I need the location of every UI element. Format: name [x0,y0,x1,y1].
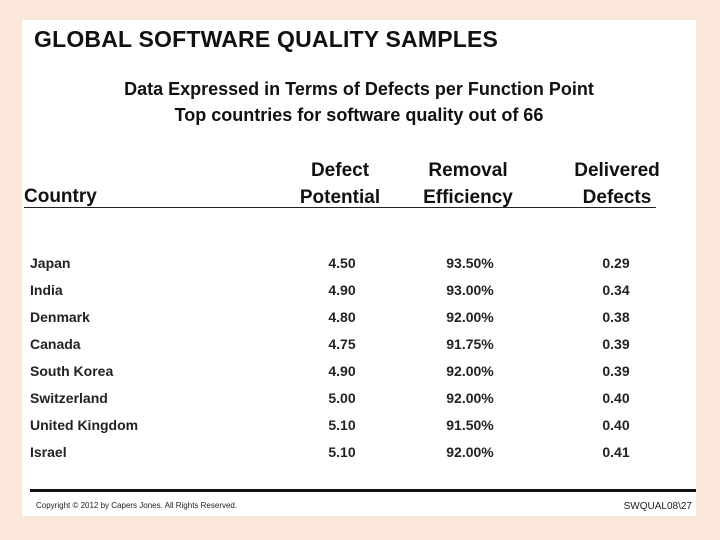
cell-country: Denmark [30,309,90,325]
header-delivered-line1: Delivered [574,160,660,181]
footer-rule [30,489,696,492]
cell-delivered-defects: 0.40 [602,417,630,433]
header-country: Country [24,186,97,207]
header-defect-potential: Defect Potential [284,157,396,211]
cell-defect-potential: 4.75 [328,336,356,352]
cell-country: South Korea [30,363,114,379]
header-removal-efficiency: Removal Efficiency [412,157,524,211]
table-row: India 4.90 93.00% 0.34 [22,278,696,304]
cell-removal-efficiency: 93.50% [446,255,494,271]
header-delivered-line2: Defects [582,187,652,208]
cell-removal-efficiency: 92.00% [446,390,494,406]
table-row: Denmark 4.80 92.00% 0.38 [22,305,696,331]
cell-delivered-defects: 0.41 [602,444,630,460]
cell-country: India [30,282,63,298]
table-row: Switzerland 5.00 92.00% 0.40 [22,386,696,412]
cell-defect-potential: 4.80 [328,309,356,325]
slide-subtitle-units: Data Expressed in Terms of Defects per F… [124,79,594,99]
cell-country: Japan [30,255,71,271]
cell-country: Israel [30,444,67,460]
cell-country: Canada [30,336,81,352]
cell-delivered-defects: 0.39 [602,363,630,379]
slide: GLOBAL SOFTWARE QUALITY SAMPLES Data Exp… [22,20,696,516]
cell-country: Switzerland [30,390,108,406]
cell-removal-efficiency: 92.00% [446,309,494,325]
table-row: South Korea 4.90 92.00% 0.39 [22,359,696,385]
header-underline [24,207,656,208]
cell-removal-efficiency: 91.75% [446,336,494,352]
slide-code: SWQUAL08\27 [623,501,692,512]
header-defect-line1: Defect [310,160,370,181]
cell-delivered-defects: 0.39 [602,336,630,352]
table-row: Canada 4.75 91.75% 0.39 [22,332,696,358]
cell-delivered-defects: 0.34 [602,282,630,298]
header-defect-line2: Potential [299,187,381,208]
header-removal-line1: Removal [428,160,508,181]
table-row: Israel 5.10 92.00% 0.41 [22,440,696,466]
cell-defect-potential: 5.10 [328,417,356,433]
cell-country: United Kingdom [30,417,139,433]
header-delivered-defects: Delivered Defects [562,157,672,211]
copyright-notice: Copyright © 2012 by Capers Jones. All Ri… [36,501,238,510]
header-removal-line2: Efficiency [423,187,513,208]
cell-removal-efficiency: 91.50% [446,417,494,433]
slide-subtitle-scope: Top countries for software quality out o… [174,105,544,125]
cell-defect-potential: 4.90 [328,363,356,379]
cell-defect-potential: 4.50 [328,255,356,271]
cell-delivered-defects: 0.38 [602,309,630,325]
slide-title: GLOBAL SOFTWARE QUALITY SAMPLES [34,26,499,52]
cell-removal-efficiency: 92.00% [446,363,494,379]
table-row: Japan 4.50 93.50% 0.29 [22,251,696,277]
table-row: United Kingdom 5.10 91.50% 0.40 [22,413,696,439]
cell-delivered-defects: 0.40 [602,390,630,406]
cell-removal-efficiency: 93.00% [446,282,494,298]
cell-removal-efficiency: 92.00% [446,444,494,460]
cell-defect-potential: 5.00 [328,390,356,406]
cell-delivered-defects: 0.29 [602,255,630,271]
cell-defect-potential: 5.10 [328,444,356,460]
cell-defect-potential: 4.90 [328,282,356,298]
